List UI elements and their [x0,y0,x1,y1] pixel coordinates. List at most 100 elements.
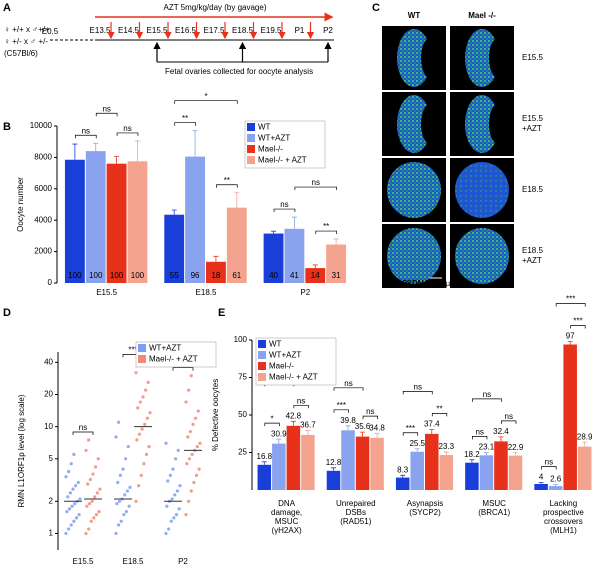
value-label: 22.9 [508,443,524,452]
ovary [465,29,499,87]
data-point [184,513,188,517]
data-point [147,445,151,449]
legend-label: Mael-/- [258,145,283,154]
error-bar [483,451,489,456]
panel-label: A [3,2,11,14]
data-point [86,482,90,486]
legend-label: Mael-/- + AZT [269,373,318,382]
bar [508,455,523,490]
legend-label: WT+AZT [149,344,181,353]
error-bar [512,452,518,456]
legend-box [244,120,326,169]
scale-bar-label: 100 µm [430,279,457,288]
legend-label: Mael-/- [269,362,294,371]
data-point [76,480,80,485]
error-bar [171,209,177,215]
error-bar [582,441,588,447]
data-point [171,467,175,471]
data-point [121,467,125,471]
value-label: 12.8 [326,458,342,467]
count-label: 96 [191,271,200,280]
data-point [136,406,140,410]
sig-label: ** [323,222,329,231]
sig-label: * [204,92,207,101]
value-label: 30.9 [271,429,287,438]
data-point [92,516,96,520]
value-label: 32.4 [493,427,509,436]
legend-label: WT+AZT [258,134,290,143]
data-point [93,495,97,499]
row-label: E15.5 [522,53,543,62]
bar [465,462,479,490]
data-point [174,513,179,517]
bar [563,344,577,490]
cross-label: ♀ +/+ x ♂+/+ [4,25,50,34]
x-tick-label: crossovers [544,517,583,526]
y-tick-label: 4000 [34,215,52,224]
x-tick-label: (RAD51) [340,517,371,526]
sig-label: ** [436,405,442,414]
data-point [187,457,192,461]
data-point [144,452,149,456]
data-point [135,438,139,442]
x-tick-label: P2 [178,557,188,566]
bar [341,430,355,490]
data-point [68,491,72,495]
data-point [87,502,92,506]
day-label: E19.5 [261,26,282,35]
count-label: 40 [269,271,278,280]
data-point [67,527,71,531]
bar [479,455,494,490]
ovary-cut [489,38,507,78]
stain-label: TRA98 [386,279,412,288]
sig-label: *** [566,295,575,304]
value-label: 2.6 [550,475,562,484]
x-tick-label: P2 [300,288,310,297]
data-point [184,400,188,404]
data-point [190,452,194,456]
count-label: 14 [311,271,320,280]
bar [395,477,410,490]
x-tick-label: MSUC [275,517,299,526]
data-point [189,374,193,378]
data-point [67,507,72,511]
data-point [114,435,118,439]
data-point [137,484,141,488]
sig-bracket [293,404,309,409]
data-point [117,523,121,527]
stain-label: DNA [412,279,430,288]
bar [370,437,384,490]
y-tick-label: 40 [44,357,53,366]
bar [326,244,347,283]
data-point [89,519,93,523]
sig-label: ns [312,178,320,187]
data-point [173,493,177,497]
value-label: 28.9 [577,432,593,441]
legend-swatch [247,134,255,142]
sig-bracket [333,387,364,391]
error-bar [305,430,311,435]
bar [577,446,592,490]
legend-swatch [258,340,266,348]
data-point [69,523,73,527]
day-label: E18.5 [232,26,253,35]
bar [425,433,439,490]
sig-label: ** [182,114,188,123]
error-bar [443,451,449,456]
error-bar [469,459,475,463]
x-tick-label: damage, [271,508,302,517]
count-label: 31 [332,271,341,280]
count-label: 55 [170,271,179,280]
sig-bracket [472,436,488,440]
ovary [397,29,431,87]
y-tick-label: 20 [44,390,53,399]
data-point [198,441,202,445]
sig-bracket [264,422,280,427]
error-bar [290,420,296,426]
data-point [187,388,191,392]
legend-swatch [247,156,255,164]
bar [185,156,205,283]
y-tick-label: 50 [238,410,247,419]
value-label: 23.1 [479,442,495,451]
data-point [71,487,75,491]
